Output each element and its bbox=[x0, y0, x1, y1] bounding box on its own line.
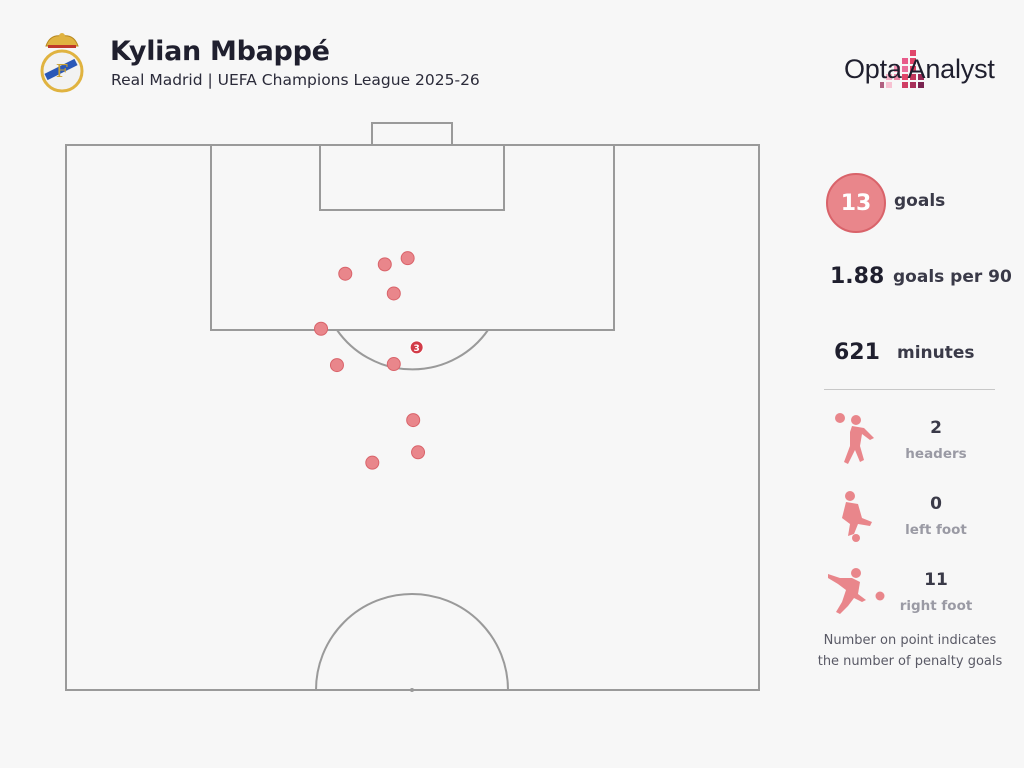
right-foot-label: right foot bbox=[899, 598, 973, 614]
penalty-note-line-2: the number of penalty goals bbox=[817, 654, 1003, 669]
shot-point bbox=[314, 321, 329, 336]
six-yard-box bbox=[319, 144, 505, 211]
penalty-count-label: 3 bbox=[414, 344, 420, 354]
centre-circle-half bbox=[315, 593, 509, 691]
left-foot-count: 0 bbox=[930, 494, 942, 514]
shot-point bbox=[411, 445, 426, 460]
goals-per-90-value: 1.88 bbox=[830, 264, 885, 289]
goals-count-badge: 13 bbox=[826, 173, 886, 233]
minutes-label: minutes bbox=[897, 343, 975, 363]
club-crest-logo: F bbox=[40, 33, 84, 93]
right-foot-player-icon bbox=[828, 568, 885, 614]
shot-point bbox=[406, 413, 421, 428]
shot-point bbox=[377, 257, 392, 272]
svg-text:F: F bbox=[56, 61, 69, 82]
shot-point bbox=[338, 266, 353, 281]
header-player-icon bbox=[835, 413, 874, 464]
penalty-note: Number on point indicates the number of … bbox=[810, 630, 1010, 672]
shot-point bbox=[400, 251, 415, 266]
left-foot-label: left foot bbox=[905, 522, 967, 538]
goal-frame bbox=[371, 122, 453, 146]
left-foot-player-icon bbox=[842, 491, 872, 542]
shot-point bbox=[329, 358, 344, 373]
shot-point bbox=[365, 455, 380, 470]
shot-point bbox=[386, 357, 401, 372]
goals-per-90-label: goals per 90 bbox=[893, 267, 1012, 287]
penalty-area bbox=[210, 144, 615, 331]
penalty-arc bbox=[336, 329, 489, 371]
shot-point bbox=[409, 340, 424, 355]
opta-logo-icon bbox=[880, 50, 924, 88]
shot-point bbox=[386, 286, 401, 301]
stats-divider bbox=[824, 389, 995, 390]
headers-count: 2 bbox=[930, 418, 942, 438]
goals-label: goals bbox=[894, 191, 946, 211]
competition-subtitle: Real Madrid | UEFA Champions League 2025… bbox=[111, 71, 480, 89]
player-name-title: Kylian Mbappé bbox=[110, 36, 330, 67]
shot-map-pitch: 3 bbox=[65, 122, 760, 692]
penalty-note-line-1: Number on point indicates bbox=[823, 633, 997, 648]
right-foot-count: 11 bbox=[924, 570, 948, 590]
centre-spot bbox=[410, 688, 414, 692]
headers-label: headers bbox=[905, 446, 967, 462]
brand-name: Opta Analyst bbox=[844, 54, 995, 84]
minutes-value: 621 bbox=[834, 340, 880, 365]
